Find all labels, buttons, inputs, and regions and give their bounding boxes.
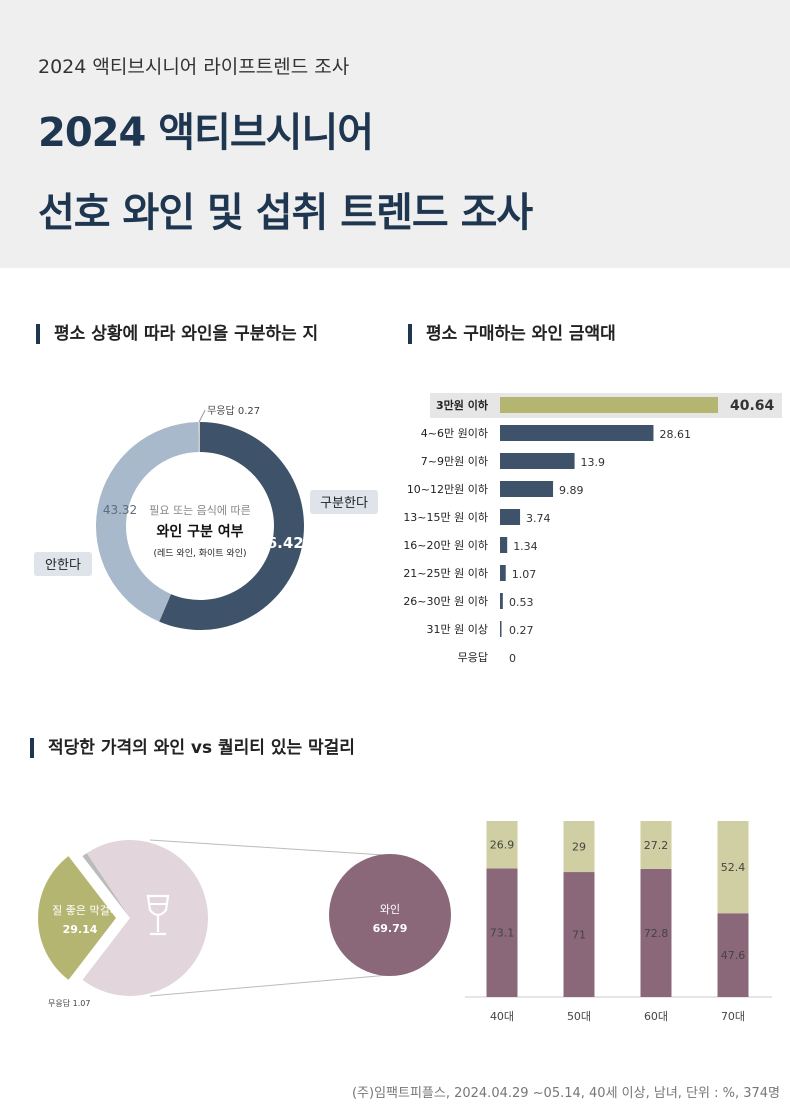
column-0-series-1 [486, 821, 518, 869]
bar-4 [500, 509, 521, 525]
bottom-section-title: 적당한 가격의 와인 vs 퀄리티 있는 막걸리 [30, 738, 355, 758]
makgeolli-label: 질 좋은 막걸리 [52, 904, 120, 917]
donut-value-label-1: 43.32 [103, 503, 137, 517]
donut-section-title: 평소 상황에 따라 와인을 구분하는 지 [36, 324, 318, 344]
bar-category-label-6: 21~25만 원 이하 [403, 566, 488, 580]
donut-slice-1 [95, 422, 199, 622]
donut-value-label-0: 56.42 [256, 534, 303, 552]
makgeolli-value: 29.14 [63, 923, 98, 936]
bar-section-title: 평소 구매하는 와인 금액대 [408, 324, 616, 344]
column-value-3-1: 52.4 [721, 861, 746, 874]
column-3-series-1 [717, 821, 749, 914]
callout-label-0: 구분한다 [320, 496, 368, 511]
bar-value-label-9: 0 [509, 652, 516, 665]
bar-3 [500, 481, 554, 497]
column-0-series-0 [486, 868, 518, 997]
bar-category-label-1: 4~6만 원이하 [421, 426, 488, 440]
callout-box-1 [34, 552, 92, 576]
x-tick-label-3: 70대 [721, 1010, 745, 1023]
x-tick-label-0: 40대 [490, 1010, 514, 1023]
column-value-3-0: 47.6 [721, 949, 746, 962]
column-value-2-0: 72.8 [644, 927, 669, 940]
bar-7 [500, 593, 503, 609]
x-tick-label-2: 60대 [644, 1010, 668, 1023]
bar-category-label-4: 13~15만 원 이하 [403, 510, 488, 524]
column-value-0-0: 73.1 [490, 927, 515, 940]
bar-value-label-2: 13.9 [581, 456, 606, 469]
wine-slice [82, 840, 209, 997]
bar-category-label-9: 무응답 [458, 651, 488, 664]
wine-value: 69.79 [373, 922, 408, 935]
header-subtitle: 2024 액티브시니어 라이프트렌드 조사 [38, 56, 350, 78]
donut-slice-2 [198, 422, 200, 453]
callout-label-1: 안한다 [45, 558, 81, 573]
bar-6 [500, 565, 506, 581]
bar-value-label-6: 1.07 [512, 568, 536, 581]
header-banner: 2024 액티브시니어 라이프트렌드 조사 2024 액티브시니어 선호 와인 … [0, 0, 790, 268]
bar-8 [500, 621, 502, 637]
donut-center-note: (레드 와인, 화이트 와인) [154, 547, 247, 559]
bar-value-label-3: 9.89 [559, 484, 584, 497]
bar-value-label-5: 1.34 [513, 540, 538, 553]
bar-category-label-7: 26~30만 원 이하 [403, 594, 488, 608]
column-3-series-0 [717, 913, 749, 997]
column-value-1-1: 29 [572, 841, 586, 854]
bar-category-label-3: 10~12만원 이하 [407, 482, 488, 496]
bar-value-label-8: 0.27 [509, 624, 534, 637]
bar-5 [500, 537, 508, 553]
column-value-1-0: 71 [572, 929, 586, 942]
column-value-0-1: 26.9 [490, 839, 515, 852]
wine-label: 와인 [380, 903, 400, 916]
wine-glass-icon [146, 894, 170, 936]
donut-no-answer-label: 무응답 0.27 [207, 405, 260, 417]
bar-2 [500, 453, 575, 469]
callout-box-0 [310, 490, 378, 514]
donut-center-title: 와인 구분 여부 [156, 523, 243, 540]
donut-center-caption: 필요 또는 음식에 따른 [149, 504, 251, 517]
zoom-connector-top [149, 839, 401, 857]
column-2-series-1 [640, 821, 672, 869]
bar-category-label-8: 31만 원 이상 [427, 623, 488, 636]
bar-value-label-1: 28.61 [659, 428, 691, 441]
bar-category-label-5: 16~20만 원 이하 [403, 538, 488, 552]
bar-category-label-2: 7~9만원 이하 [421, 454, 488, 468]
header-title-line2: 선호 와인 및 섭취 트렌드 조사 [38, 190, 533, 236]
bar-0 [500, 397, 718, 413]
bar-value-label-4: 3.74 [526, 512, 551, 525]
zoom-connector-bottom [149, 973, 401, 997]
header-title-line1: 2024 액티브시니어 [38, 110, 374, 156]
pie-no-answer-label: 무응답 1.07 [48, 998, 90, 1008]
no-answer-leader [198, 409, 206, 423]
column-1-series-0 [563, 872, 595, 997]
footer-source: (주)임팩트피플스, 2024.04.29 ~05.14, 40세 이상, 남녀… [351, 1086, 780, 1101]
bar-1 [500, 425, 654, 441]
x-tick-label-1: 50대 [567, 1010, 591, 1023]
donut-slice-0 [159, 422, 304, 630]
bar-category-label-0: 3만원 이하 [436, 398, 489, 412]
wine-zoom-circle [329, 854, 451, 976]
column-2-series-0 [640, 868, 672, 997]
column-1-series-1 [563, 821, 595, 873]
column-value-2-1: 27.2 [644, 839, 669, 852]
makgeolli-slice [38, 856, 116, 980]
bar-value-label-0: 40.64 [730, 398, 775, 414]
bar-value-label-7: 0.53 [509, 596, 534, 609]
no-answer-slice [82, 853, 130, 918]
